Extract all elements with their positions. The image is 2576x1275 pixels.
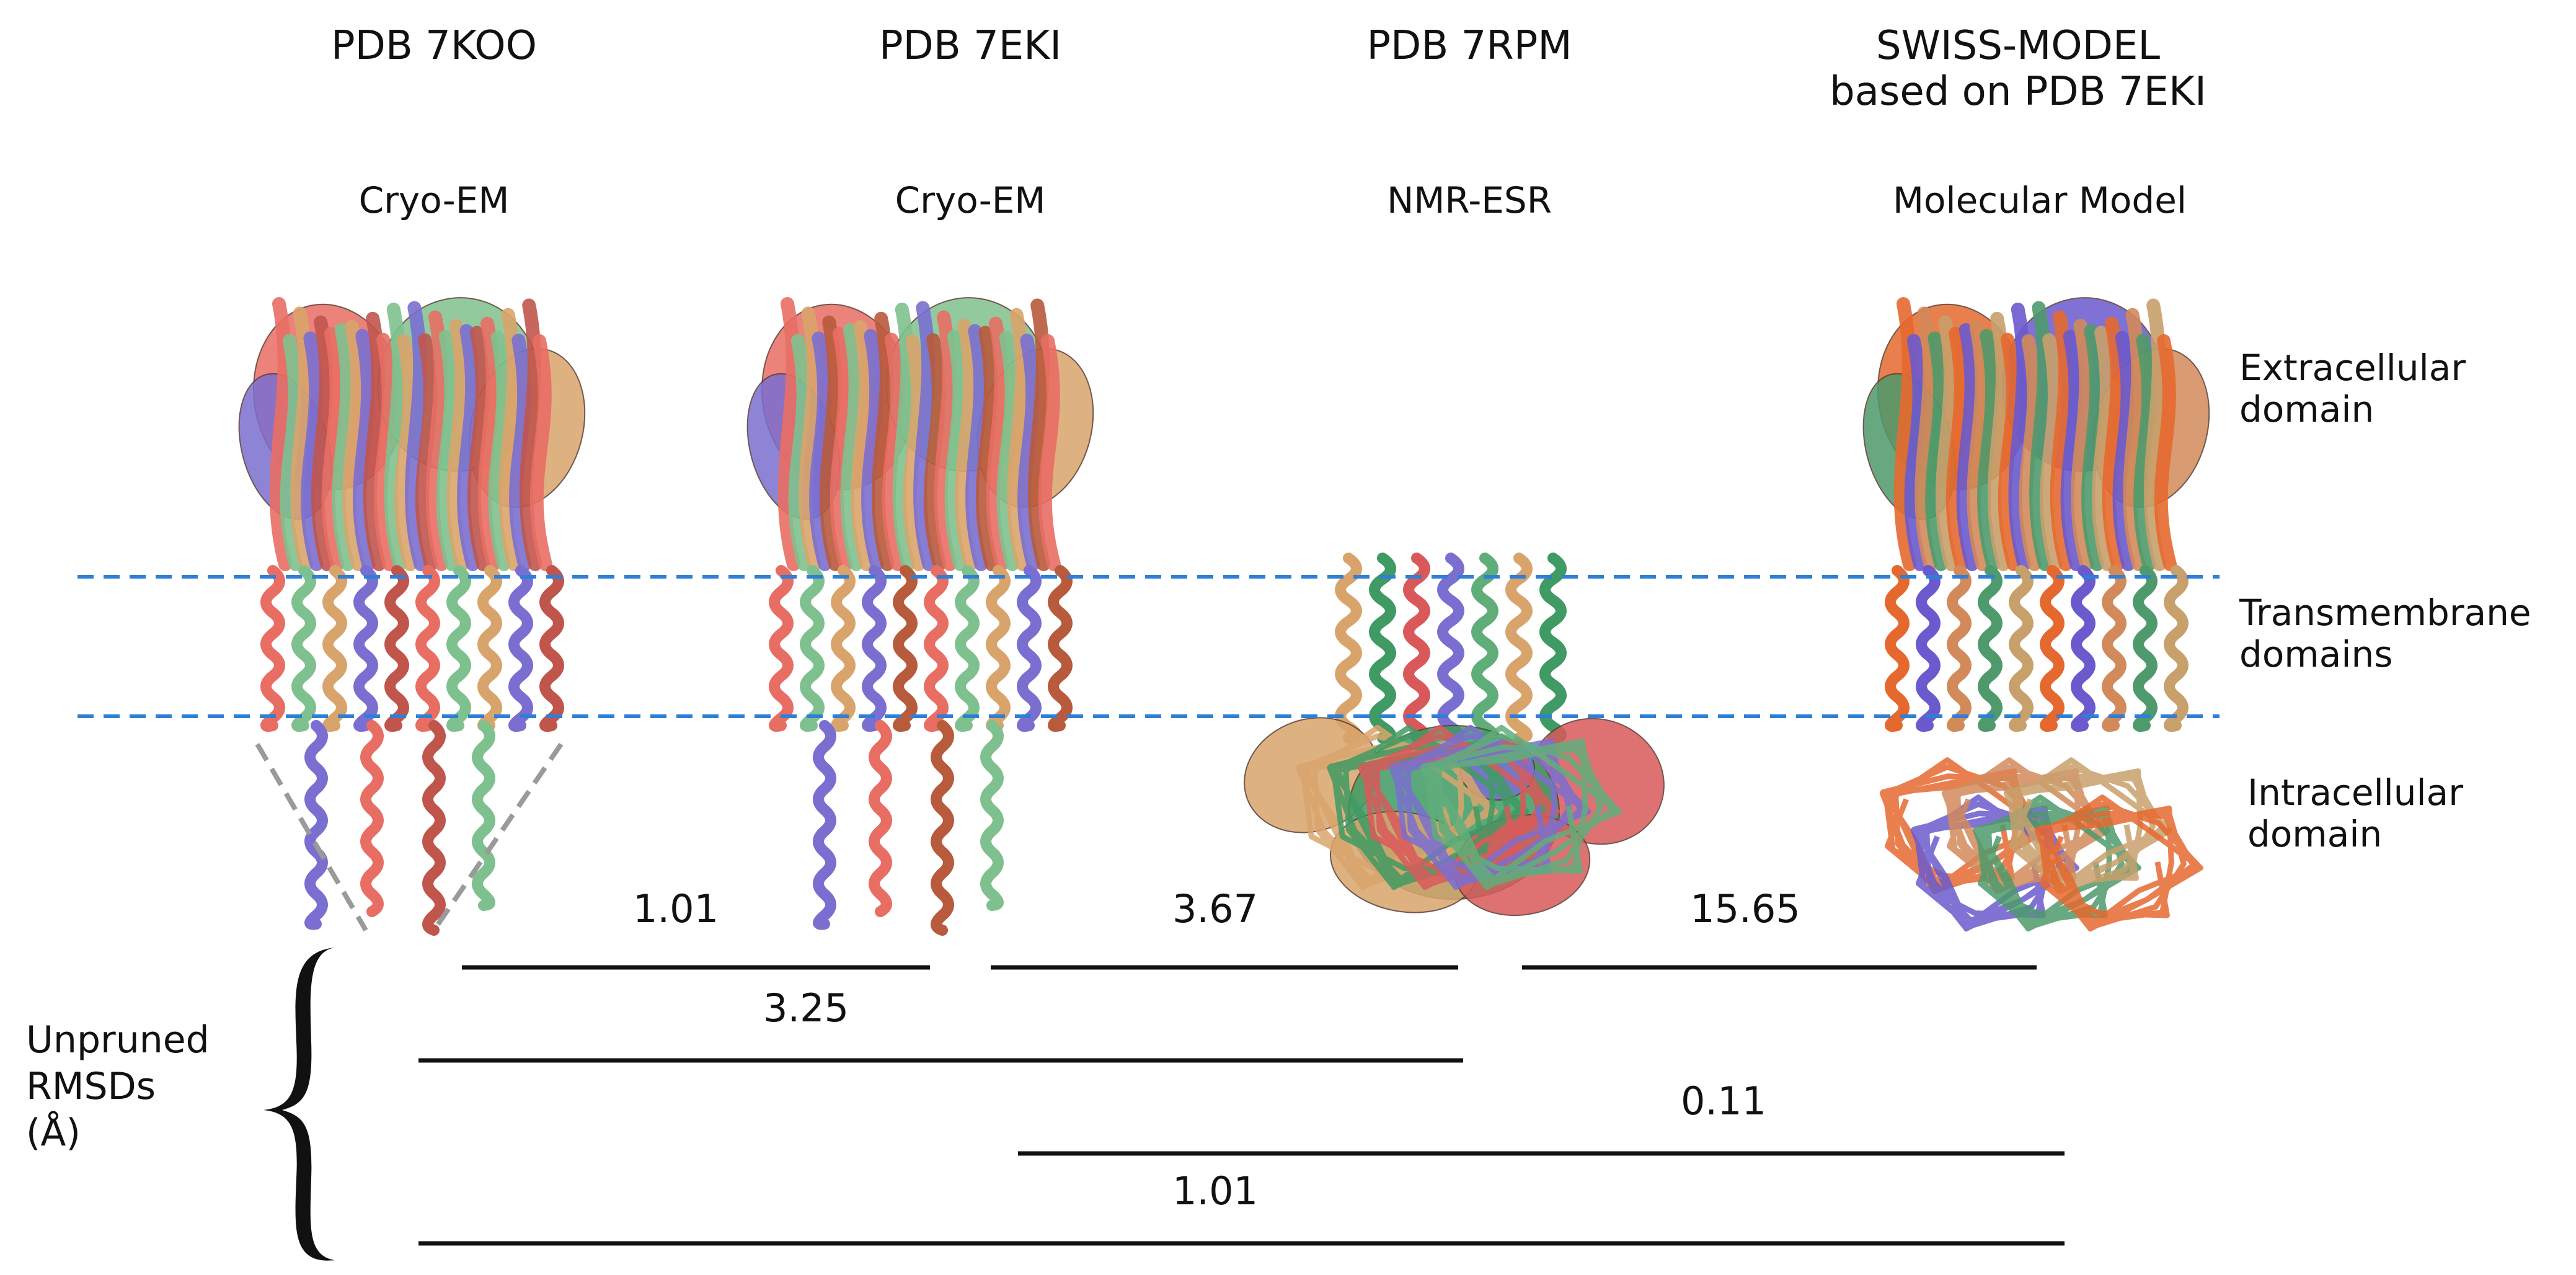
- header-swiss-line2: based on PDB 7EKI: [1830, 68, 2206, 115]
- header-7rpm: PDB 7RPM: [1366, 23, 1572, 69]
- rmsd-value-7rpm-swiss: 15.65: [1690, 886, 1800, 931]
- method-7eki: Cryo-EM: [895, 179, 1046, 221]
- rmsd-label-line1: Unpruned: [26, 1018, 210, 1062]
- header-swiss-line1: SWISS-MODEL: [1875, 23, 2161, 69]
- domain-intracellular: Intracellular domain: [2247, 772, 2463, 855]
- method-7rpm: NMR-ESR: [1386, 179, 1552, 221]
- domain-intracellular-line2: domain: [2247, 812, 2383, 855]
- rmsd-label-line2: RMSDs: [26, 1065, 156, 1108]
- rmsd-label: Unpruned RMSDs (Å): [26, 1017, 210, 1157]
- domain-extracellular: Extracellular domain: [2239, 347, 2466, 430]
- domain-transmembrane-line2: domains: [2239, 633, 2393, 675]
- structure-swiss-render: [1862, 297, 2210, 932]
- domain-extracellular-line2: domain: [2239, 388, 2375, 430]
- rmsd-brace: [263, 948, 335, 1261]
- header-7eki: PDB 7EKI: [879, 23, 1062, 69]
- method-swiss: Molecular Model: [1892, 179, 2187, 221]
- structure-7koo-render: [238, 297, 586, 936]
- structure-7eki-render: [746, 297, 1094, 936]
- domain-intracellular-line1: Intracellular: [2247, 771, 2464, 814]
- method-7koo: Cryo-EM: [358, 179, 510, 221]
- rmsd-value-7koo-swiss: 1.01: [1172, 1168, 1259, 1214]
- domain-transmembrane: Transmembrane domains: [2239, 592, 2531, 675]
- structure-7rpm-render: [1244, 553, 1665, 917]
- rmsd-label-line3: (Å): [26, 1111, 81, 1155]
- rmsd-value-7koo-7eki: 1.01: [632, 886, 719, 931]
- rmsd-value-7koo-7rpm: 3.25: [763, 985, 849, 1031]
- rmsd-bars: [418, 965, 2065, 1246]
- domain-extracellular-line1: Extracellular: [2239, 347, 2466, 389]
- protein-structures: [238, 297, 2210, 936]
- rmsd-value-7eki-swiss: 0.11: [1680, 1078, 1767, 1124]
- domain-transmembrane-line1: Transmembrane: [2239, 592, 2531, 634]
- header-7koo: PDB 7KOO: [330, 23, 538, 69]
- header-swiss: SWISS-MODEL based on PDB 7EKI: [1830, 23, 2206, 115]
- rmsd-value-7eki-7rpm: 3.67: [1172, 886, 1259, 931]
